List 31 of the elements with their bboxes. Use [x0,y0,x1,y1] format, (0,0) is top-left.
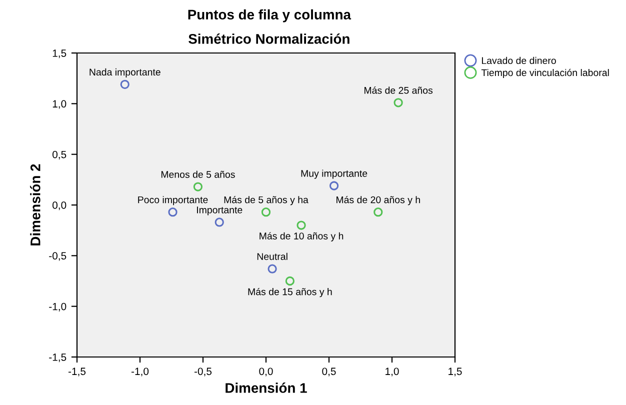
y-tick-label: -0,5 [49,252,66,261]
x-tick-label: -1,5 [68,368,86,376]
y-tick-label: -1,5 [49,354,66,362]
annotation: Menos de 5 años [161,170,235,178]
chart-subtitle: Simétrico Normalización [188,34,350,44]
legend-label: Lavado de dinero [482,56,556,64]
annotation: Poco importante [138,196,208,206]
annotation: Importante [197,206,242,216]
y-tick-label: 0,0 [52,202,66,210]
annotation: Nada importante [90,68,160,78]
y-tick-label: 1,0 [52,100,66,109]
annotation: Más de 25 años [364,86,433,94]
legend-label: Tiempo de vinculación laboral [481,68,609,78]
x-tick-label: -1,0 [131,368,149,376]
y-tick-label: 1,5 [52,50,66,58]
annotation: Más de 15 años y h [248,288,332,298]
chart-title: Puntos de fila y columna [188,9,352,22]
y-axis-title: Dimensión 2 [30,164,40,246]
annotation: Más de 5 años y ha [224,196,308,206]
x-tick-label: 1,5 [448,368,462,376]
annotation: Más de 10 años y h [260,232,344,242]
y-tick-label: 0,5 [52,150,66,160]
annotation: Muy importante [301,170,368,179]
annotation: Neutral [257,252,288,260]
x-tick-label: 1,0 [386,368,399,376]
x-axis-title: Dimensión 1 [226,382,307,393]
annotation: Más de 20 años y h [336,196,420,206]
x-tick-label: -0,5 [194,368,212,376]
x-tick-label: 0,0 [259,368,273,376]
y-tick-label: -1,0 [49,302,66,312]
x-tick-label: 0,5 [322,368,336,376]
